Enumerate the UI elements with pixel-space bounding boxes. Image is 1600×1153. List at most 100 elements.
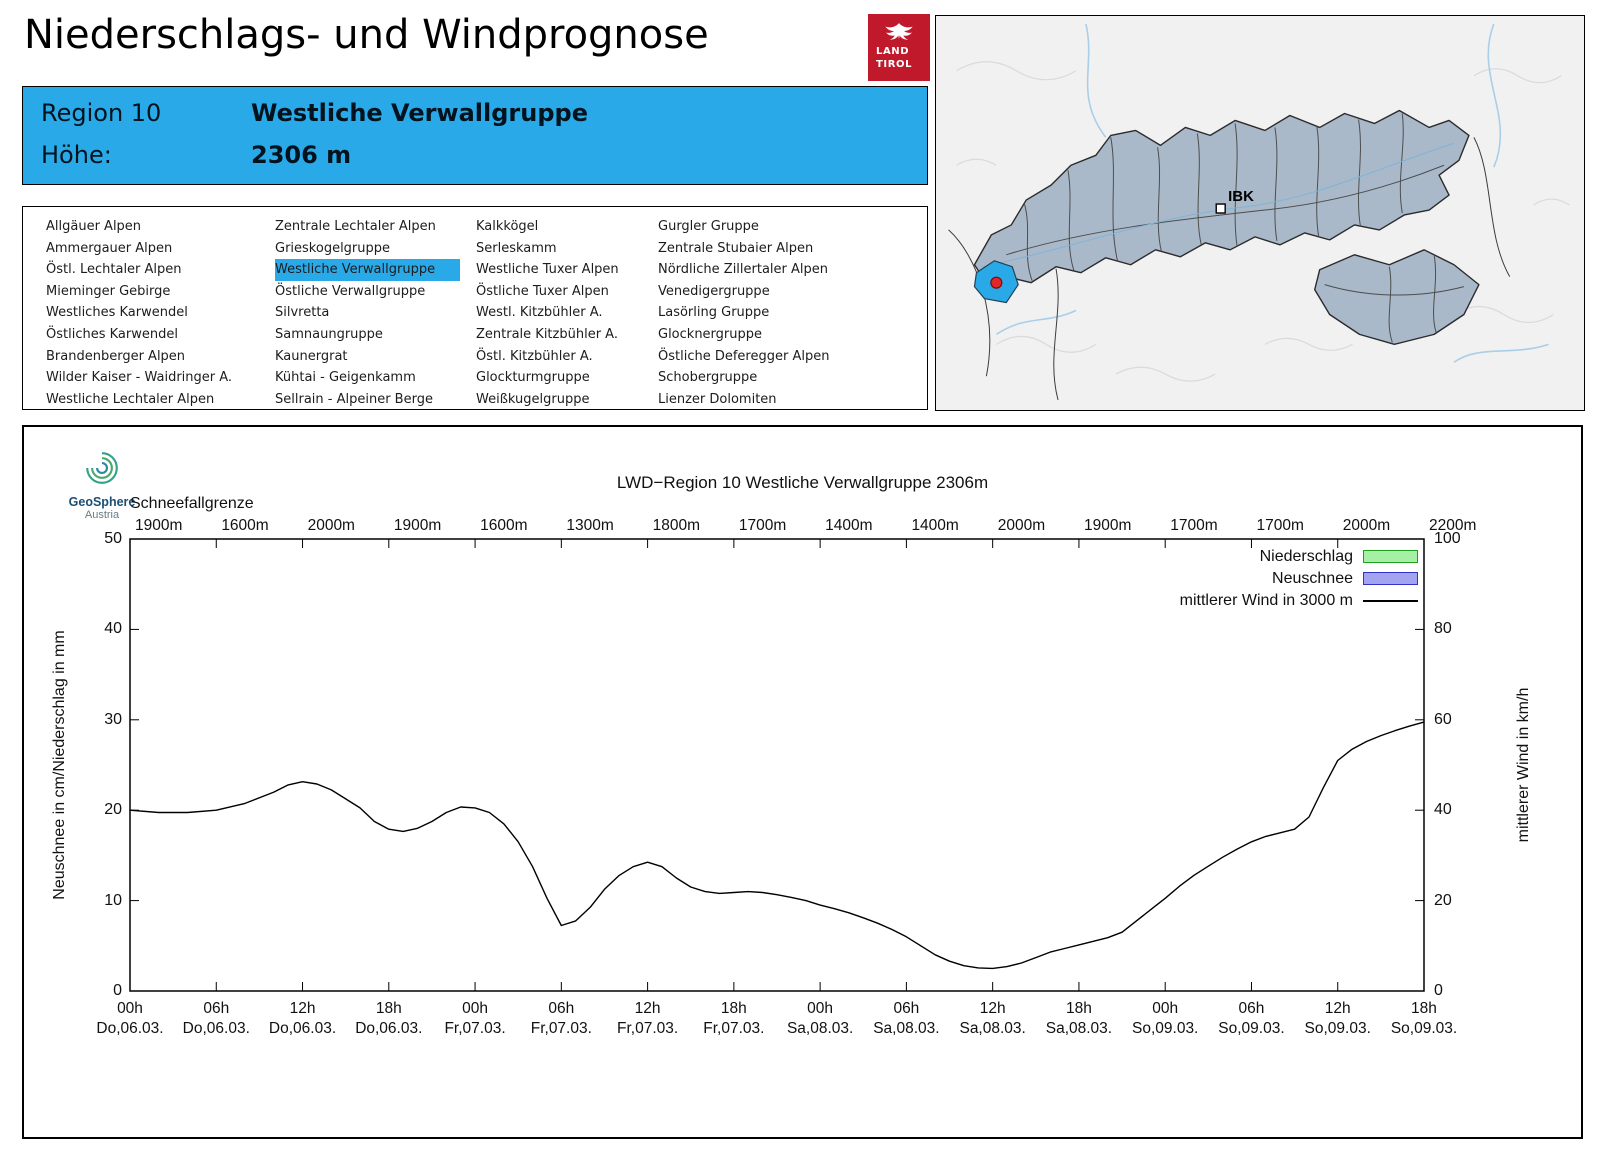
- region-list-item[interactable]: Zentrale Stubaier Alpen: [658, 240, 814, 256]
- region-list-item[interactable]: Östliches Karwendel: [46, 326, 178, 342]
- region-list-item[interactable]: Wilder Kaiser - Waidringer A.: [46, 370, 233, 386]
- region-list-item[interactable]: Mieminger Gebirge: [46, 283, 171, 299]
- x-axis-tick-label: 06h Sa,08.03.: [873, 1000, 940, 1037]
- region-list-item[interactable]: Östliche Tuxer Alpen: [476, 283, 609, 299]
- x-axis-tick-label: 18h Fr,07.03.: [703, 1000, 765, 1037]
- wind-line-series: [129, 721, 1425, 970]
- region-list-item[interactable]: Westliches Karwendel: [46, 305, 188, 321]
- y-axis-left-tick: 40: [104, 620, 122, 638]
- map-north-tirol[interactable]: [973, 109, 1470, 284]
- altitude-label: Höhe:: [41, 141, 112, 169]
- region-list-item[interactable]: Schobergruppe: [658, 370, 758, 386]
- snowline-value: 2000m: [1342, 517, 1391, 534]
- region-list: Allgäuer Alpen Ammergauer Alpen Östl. Lech…: [22, 206, 928, 410]
- region-list-item[interactable]: Westliche Tuxer Alpen: [476, 262, 619, 278]
- snowline-value: 2000m: [307, 517, 355, 534]
- chart-title: LWD−Region 10 Westliche Verwallgruppe 23…: [616, 473, 989, 492]
- region-list-item[interactable]: Westl. Kitzbühler A.: [476, 305, 603, 321]
- altitude-value: 2306 m: [251, 141, 352, 169]
- x-axis-tick-label: 06h So,09.03.: [1218, 1000, 1285, 1037]
- snowline-value: 1600m: [221, 517, 269, 534]
- region-list-item[interactable]: Lienzer Dolomiten: [658, 391, 777, 407]
- logo-line-1: LAND: [876, 46, 910, 57]
- x-axis-tick-label: 00h Sa,08.03.: [786, 1000, 854, 1037]
- region-row: Region 10 Westliche Verwallgruppe: [41, 99, 588, 127]
- plot-area: [129, 538, 1425, 992]
- east-region-boundaries: [1324, 254, 1465, 343]
- map-east-tirol[interactable]: [1314, 249, 1480, 346]
- region-list-item[interactable]: Glockturmgruppe: [476, 370, 590, 386]
- legend-swatch: [1363, 599, 1418, 602]
- region-boundaries: [981, 113, 1455, 281]
- region-info-box: Region 10 Westliche Verwallgruppe Höhe: …: [22, 86, 928, 185]
- y-axis-left-tick: 30: [104, 710, 122, 728]
- geosphere-brand: GeoSphere: [68, 495, 136, 509]
- snowline-value: 1300m: [566, 517, 614, 534]
- legend-item: Niederschlag: [1260, 547, 1418, 566]
- map-location-dot: [990, 276, 1003, 289]
- region-list-item[interactable]: Gurgler Gruppe: [658, 219, 759, 234]
- region-list-item[interactable]: Serleskamm: [476, 240, 557, 256]
- snowline-value: 2200m: [1429, 517, 1477, 534]
- rivers: [995, 23, 1549, 363]
- tirol-overview-map[interactable]: IBK: [936, 16, 1584, 410]
- region-list-item[interactable]: Brandenberger Alpen: [46, 348, 186, 364]
- region-list-item[interactable]: Östl. Kitzbühler A.: [476, 348, 593, 364]
- region-list-item[interactable]: Östliche Deferegger Alpen: [658, 348, 830, 364]
- region-list-item[interactable]: Glocknergruppe: [658, 326, 763, 342]
- snowline-values-row: 1900m 1600m 2000m 1900m 1600m 1300m 1800m 1700m…: [24, 517, 1581, 537]
- region-list-item[interactable]: Lasörling Gruppe: [658, 305, 770, 321]
- logo-line-2: TIROL: [876, 58, 913, 70]
- logo-text: LAND TIROL: [876, 46, 930, 71]
- y-axis-left-tick: 20: [104, 801, 122, 819]
- snowline-value: 2000m: [997, 517, 1046, 534]
- y-axis-left-tick: 10: [104, 891, 122, 909]
- legend-label: Niederschlag: [1259, 547, 1353, 565]
- x-axis-tick-label: 06h Fr,07.03.: [530, 1000, 592, 1037]
- region-list-item[interactable]: Allgäuer Alpen: [46, 219, 142, 234]
- snowline-value: 1400m: [911, 517, 959, 534]
- y-axis-left-title: Neuschnee in cm/Niederschlag in mm: [51, 630, 68, 900]
- region-list-item[interactable]: Östl. Lechtaler Alpen: [46, 262, 182, 278]
- region-list-item[interactable]: Venedigergruppe: [658, 283, 770, 299]
- region-list-column: Zentrale Lechtaler Alpen Grieskogelgruppe…: [275, 216, 476, 409]
- legend-label: mittlerer Wind in 3000 m: [1179, 591, 1353, 609]
- x-axis-tick-label: 00h Do,06.03.: [96, 1000, 164, 1037]
- region-list-item[interactable]: Ammergauer Alpen: [46, 240, 173, 256]
- region-list-item[interactable]: Silvretta: [275, 305, 330, 321]
- y-axis-right-tick: 100: [1434, 530, 1461, 547]
- y-axis-right-tick: 80: [1434, 620, 1452, 638]
- snowline-value: 1400m: [825, 517, 873, 534]
- legend-item: mittlerer Wind in 3000 m: [1180, 591, 1418, 610]
- region-list-item[interactable]: Zentrale Lechtaler Alpen: [275, 219, 436, 234]
- legend-label: Neuschnee: [1272, 569, 1353, 587]
- terrain-shading: [956, 61, 1570, 382]
- region-list-item[interactable]: Westliche Verwallgruppe: [275, 259, 460, 281]
- snowline-value: 1800m: [652, 517, 701, 534]
- region-list-item[interactable]: Nördliche Zillertaler Alpen: [658, 262, 829, 278]
- region-list-item[interactable]: Sellrain - Alpeiner Berge: [275, 391, 433, 407]
- region-list-item[interactable]: Kalkkögel: [476, 219, 539, 234]
- ibk-label: IBK: [1228, 188, 1254, 205]
- land-tirol-logo: LAND TIROL: [868, 14, 930, 81]
- region-list-item[interactable]: Östliche Verwallgruppe: [275, 283, 426, 299]
- snowline-label: Schneefallgrenze: [130, 495, 254, 512]
- x-axis-tick-label: 18h So,09.03.: [1390, 1000, 1458, 1037]
- region-list-item[interactable]: Samnaungruppe: [275, 326, 383, 342]
- y-axis-right-tick: 20: [1434, 891, 1452, 909]
- region-list-item[interactable]: Grieskogelgruppe: [275, 240, 391, 256]
- region-list-item[interactable]: Westliche Lechtaler Alpen: [46, 391, 215, 407]
- region-list-column: Allgäuer Alpen Ammergauer Alpen Östl. Lech…: [46, 216, 275, 409]
- y-axis-left-tick: 0: [113, 982, 122, 999]
- region-list-item[interactable]: Zentrale Kitzbühler A.: [476, 326, 618, 342]
- chart-legend: Niederschlag Neuschnee mittlerer Wind in 3…: [24, 547, 1418, 610]
- region-list-item[interactable]: Weißkugelgruppe: [476, 391, 590, 407]
- page-title: Niederschlags- und Windprognose: [24, 12, 709, 58]
- region-list-item[interactable]: Kaunergrat: [275, 348, 348, 364]
- x-axis-tick-label: 12h Fr,07.03.: [617, 1000, 679, 1037]
- altitude-row: Höhe: 2306 m: [41, 141, 351, 169]
- ibk-marker: [1215, 203, 1226, 214]
- y-axis-left-tick: 50: [104, 530, 122, 547]
- region-list-item[interactable]: Kühtai - Geigenkamm: [275, 370, 416, 386]
- y-axis-right-tick: 0: [1434, 982, 1443, 999]
